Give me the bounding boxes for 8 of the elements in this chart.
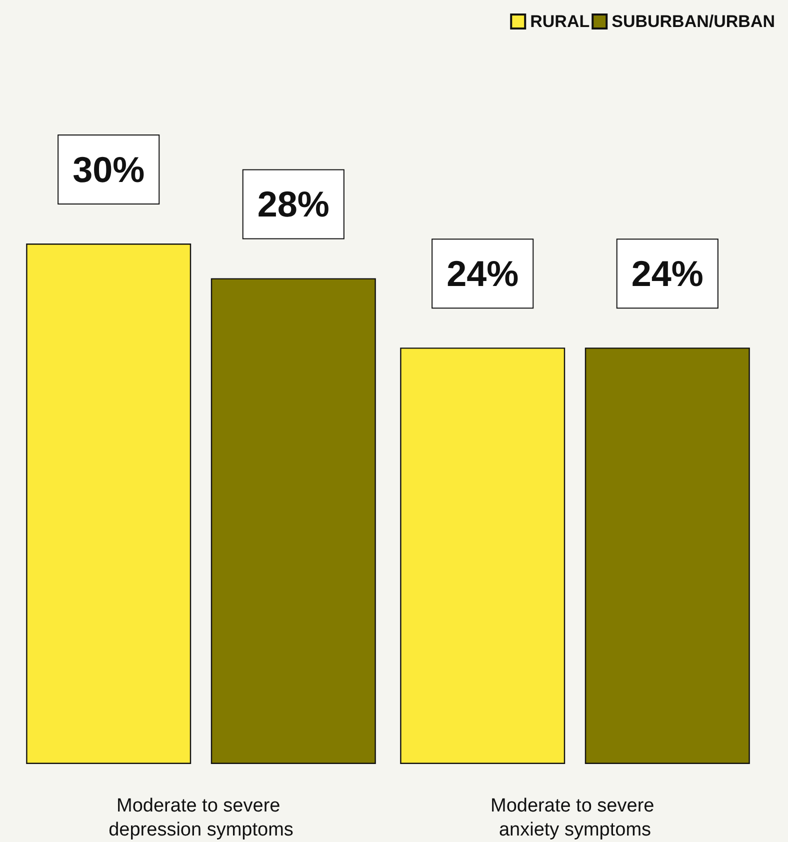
data-label: 28% [257, 184, 330, 225]
data-label: 24% [446, 253, 519, 294]
data-label: 30% [72, 149, 145, 190]
x-tick-label: Moderate to severe anxiety symptoms [490, 796, 660, 840]
data-label: 24% [631, 253, 704, 294]
x-tick-label: Moderate to severe depression symptoms [108, 796, 294, 840]
legend-label: SUBURBAN/URBAN [612, 12, 776, 31]
legend-label: RURAL [530, 12, 590, 31]
